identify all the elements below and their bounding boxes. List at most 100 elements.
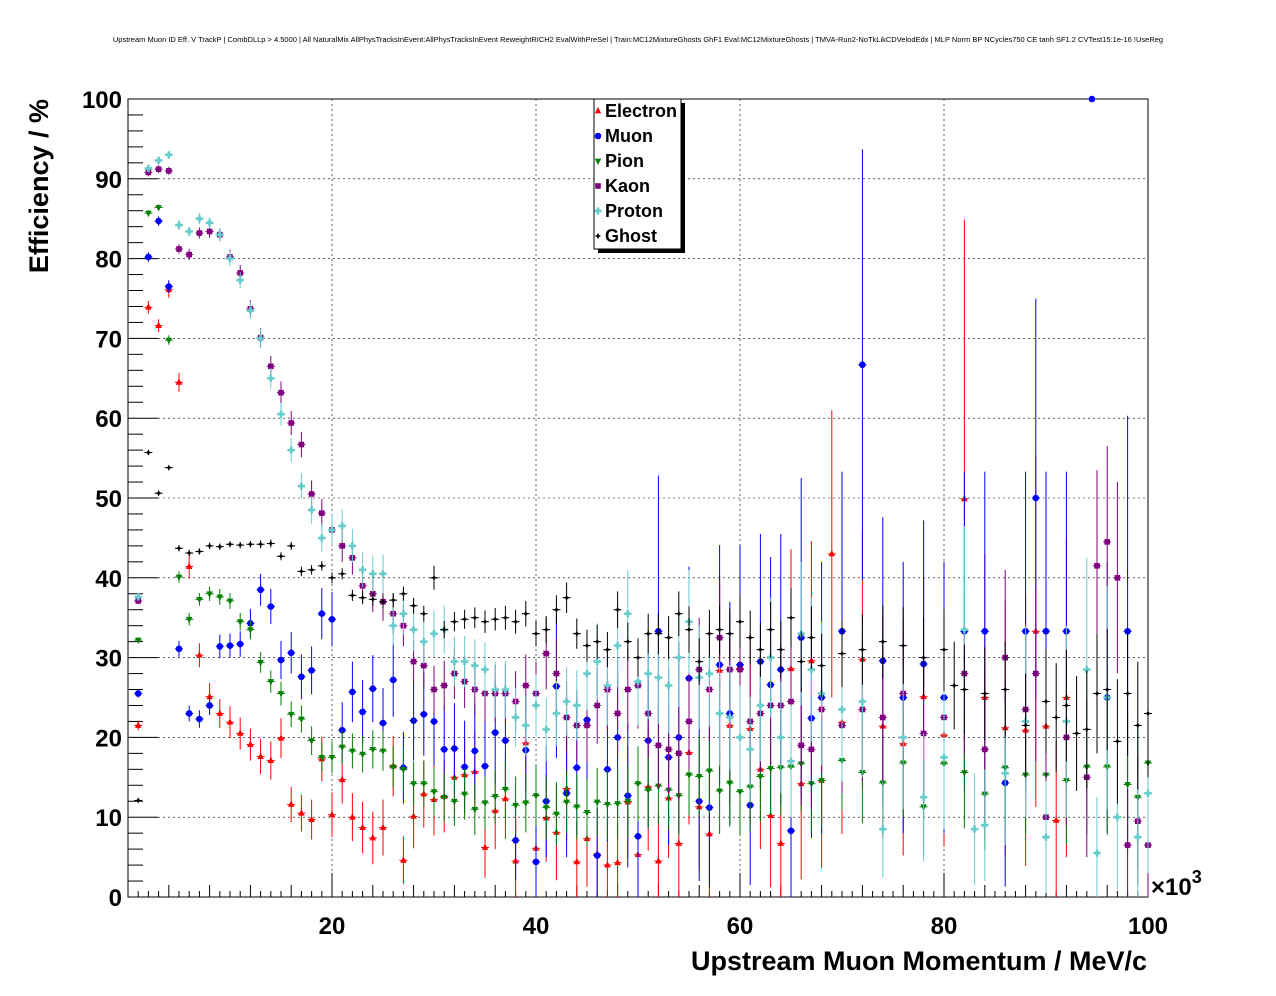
kaon-point [164,166,173,175]
pion-point [695,735,704,818]
proton-marker [155,156,163,165]
proton-point [878,781,887,878]
legend-entry-ghost: Ghost [594,226,657,246]
ghost-point [491,608,500,631]
proton-point [725,664,734,771]
tick-labels: 20 40 60 80 100 0 10 20 30 40 50 60 70 80 90 100 [82,87,1168,940]
kaon-marker [1104,539,1110,545]
ghost-point [236,541,245,549]
proton-marker [654,673,662,682]
ghost-marker [298,568,305,575]
proton-marker [542,725,550,734]
pion-point [521,773,530,833]
ghost-point [532,620,540,647]
ghost-point [776,620,785,679]
kaon-point [797,685,806,806]
proton-point [481,642,489,697]
ghost-point [878,604,887,679]
ghost-point [246,541,255,548]
electron-marker [614,858,621,866]
pion-marker [175,574,183,582]
pion-point [491,769,500,824]
muon-marker [420,710,428,718]
proton-marker [716,709,724,718]
legend-label-proton: Proton [605,201,663,221]
ghost-marker [451,618,458,625]
muon-marker [451,745,458,752]
proton-point [205,217,214,229]
ghost-marker [808,634,815,641]
ghost-point [644,613,653,654]
pion-marker [410,781,417,788]
ghost-point [583,629,591,662]
ghost-marker [900,642,907,649]
electron-point [154,319,163,333]
y-tick-label: 60 [95,406,122,433]
electron-marker [379,823,387,830]
ghost-point [1144,649,1152,778]
ghost-point [654,612,663,655]
ghost-point [1082,670,1091,789]
electron-point [134,720,143,731]
muon-marker [1088,95,1096,103]
proton-point [185,226,194,237]
muon-marker [359,708,366,716]
ghost-marker [410,602,417,609]
ghost-point [664,616,673,660]
pion-marker [604,802,611,809]
legend-entry-electron: Electron [594,101,677,121]
ghost-marker [277,553,285,560]
proton-point [470,639,479,692]
ghost-marker [798,658,805,665]
proton-point [215,228,224,242]
ghost-point [1103,628,1112,751]
kaon-marker [788,698,794,705]
ghost-point [623,622,632,661]
legend-entry-proton: Proton [594,201,663,221]
electron-marker [573,857,580,865]
muon-marker [532,858,540,866]
kaon-point [297,431,306,458]
proton-marker [858,697,866,706]
ghost-point [1113,679,1122,804]
ghost-point [144,449,153,456]
pion-marker [339,744,346,751]
proton-marker [287,446,295,454]
pion-marker [441,794,448,802]
proton-marker [359,566,367,574]
legend-label-electron: Electron [605,101,677,121]
proton-point [511,687,520,747]
proton-point [175,220,183,230]
muon-marker [328,615,336,623]
kaon-marker [278,389,284,396]
muon-marker [471,747,479,755]
proton-marker [277,410,285,418]
ghost-marker [787,614,795,621]
kaon-marker [155,166,162,173]
ghost-point [613,591,622,629]
pion-point [460,768,469,820]
pion-point [185,612,194,626]
pion-marker [543,805,550,812]
ghost-point [470,607,479,629]
muon-marker [298,673,305,681]
ghost-marker [522,610,529,617]
y-axis-label: Efficiency / % [24,99,54,273]
ghost-point [317,561,326,571]
ghost-marker [543,626,550,633]
ghost-point [1042,649,1050,754]
pion-point [430,767,438,816]
proton-point [409,608,418,652]
ghost-marker [369,596,376,603]
ghost-point [899,607,908,684]
proton-marker [756,701,764,710]
proton-marker [573,701,581,710]
pion-point [297,705,306,733]
kaon-marker [339,543,345,549]
muon-point [287,632,296,674]
ghost-marker [736,618,744,625]
proton-marker [206,219,214,227]
proton-marker [144,164,153,173]
ghost-point [297,566,306,577]
proton-point [195,213,204,225]
